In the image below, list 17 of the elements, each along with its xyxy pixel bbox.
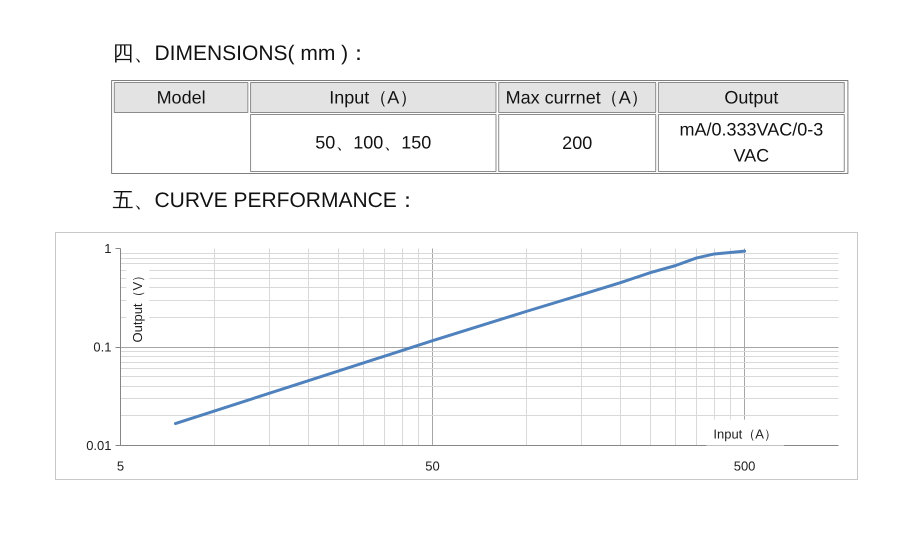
x-tick-label: 500 <box>734 458 756 474</box>
text: 200 <box>562 133 592 153</box>
text: 50、100、150 <box>315 132 432 152</box>
y-tick-label: 0.1 <box>93 340 112 354</box>
y-tick-label: 0.01 <box>86 438 112 453</box>
y-tick-label: 1 <box>104 241 112 256</box>
category-label: Output <box>724 88 778 108</box>
x-tick-label: 50 <box>425 458 440 474</box>
x-tick-label: 5 <box>116 458 124 474</box>
text: mA/0.333VAC/0-3 VAC <box>679 120 824 166</box>
category-label: Input（A） <box>329 88 418 108</box>
text: 四、DIMENSIONS( mm )： <box>112 42 370 65</box>
chart-title: 五、CURVE PERFORMANCE： <box>112 189 418 212</box>
x-axis-title: Input（A） <box>713 426 777 442</box>
category-label: Model <box>156 88 206 108</box>
y-axis-title: Output（V） <box>130 268 146 342</box>
category-label: Max currnet（A） <box>506 88 649 108</box>
